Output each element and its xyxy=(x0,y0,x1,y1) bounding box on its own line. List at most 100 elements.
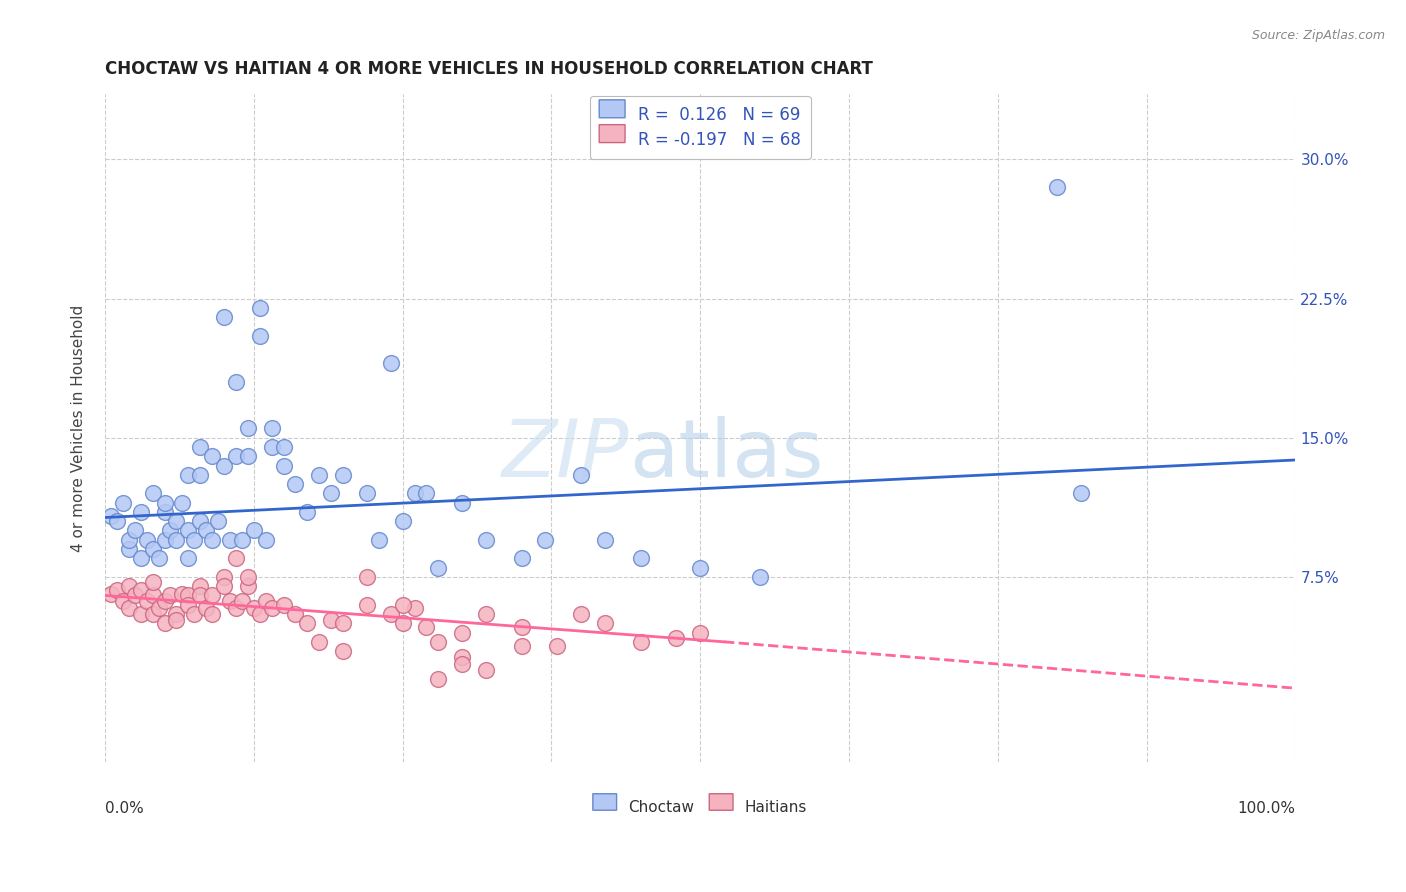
Point xyxy=(177,524,200,538)
Point xyxy=(135,533,157,547)
Point xyxy=(475,607,498,621)
Point xyxy=(249,607,271,621)
Point xyxy=(1070,486,1092,500)
Point xyxy=(321,486,343,500)
Point xyxy=(118,533,141,547)
Point xyxy=(188,440,211,454)
Point xyxy=(212,579,235,593)
Point xyxy=(153,616,176,631)
Point xyxy=(427,635,450,649)
Point xyxy=(475,663,498,677)
Point xyxy=(260,421,283,435)
Text: atlas: atlas xyxy=(628,417,823,494)
Point xyxy=(153,496,176,510)
Point xyxy=(404,601,426,615)
Point xyxy=(188,467,211,482)
Point xyxy=(207,514,229,528)
Point xyxy=(391,616,413,631)
Point xyxy=(118,542,141,557)
Point xyxy=(129,607,152,621)
Point xyxy=(308,467,330,482)
Text: 0.0%: 0.0% xyxy=(105,801,143,816)
Point xyxy=(332,616,354,631)
Point xyxy=(142,575,165,590)
Point xyxy=(129,551,152,566)
Point xyxy=(534,533,557,547)
Point xyxy=(188,579,211,593)
Point xyxy=(630,635,652,649)
Point xyxy=(510,639,533,653)
Point xyxy=(165,514,187,528)
Point xyxy=(142,607,165,621)
Point xyxy=(195,601,218,615)
Point xyxy=(356,570,378,584)
Point xyxy=(201,607,224,621)
Point xyxy=(451,649,474,664)
Point xyxy=(236,450,259,464)
Point xyxy=(153,533,176,547)
Point xyxy=(100,586,122,600)
Point xyxy=(404,486,426,500)
Point xyxy=(380,356,402,370)
Point xyxy=(273,598,295,612)
Point xyxy=(475,533,498,547)
Point xyxy=(321,613,343,627)
Point xyxy=(569,467,592,482)
Point xyxy=(212,458,235,473)
Point xyxy=(380,607,402,621)
Point xyxy=(391,598,413,612)
Point xyxy=(451,625,474,640)
Legend: Choctaw, Haitians: Choctaw, Haitians xyxy=(588,793,813,822)
Point xyxy=(172,586,194,600)
Point xyxy=(415,486,437,500)
Point xyxy=(254,594,277,608)
Point xyxy=(201,533,224,547)
Point xyxy=(332,467,354,482)
Point xyxy=(219,594,242,608)
Point xyxy=(129,582,152,597)
Point xyxy=(148,551,170,566)
Point xyxy=(593,533,616,547)
Point xyxy=(201,589,224,603)
Point xyxy=(105,582,128,597)
Point xyxy=(451,496,474,510)
Point xyxy=(111,496,134,510)
Point xyxy=(159,524,181,538)
Point xyxy=(510,551,533,566)
Point xyxy=(356,486,378,500)
Point xyxy=(153,594,176,608)
Point xyxy=(284,607,307,621)
Point xyxy=(165,613,187,627)
Point xyxy=(356,598,378,612)
Point xyxy=(225,450,247,464)
Point xyxy=(165,607,187,621)
Point xyxy=(249,301,271,315)
Point xyxy=(260,601,283,615)
Point xyxy=(195,524,218,538)
Point xyxy=(142,486,165,500)
Point xyxy=(236,579,259,593)
Point xyxy=(689,625,711,640)
Point xyxy=(159,589,181,603)
Point xyxy=(177,551,200,566)
Point xyxy=(630,551,652,566)
Point xyxy=(188,589,211,603)
Text: CHOCTAW VS HAITIAN 4 OR MORE VEHICLES IN HOUSEHOLD CORRELATION CHART: CHOCTAW VS HAITIAN 4 OR MORE VEHICLES IN… xyxy=(105,60,873,78)
Point xyxy=(118,601,141,615)
Point xyxy=(111,594,134,608)
Point xyxy=(177,598,200,612)
Point xyxy=(748,570,770,584)
Point xyxy=(124,524,146,538)
Point xyxy=(308,635,330,649)
Point xyxy=(124,589,146,603)
Point xyxy=(243,601,266,615)
Point xyxy=(177,467,200,482)
Point xyxy=(367,533,389,547)
Point xyxy=(273,440,295,454)
Point xyxy=(689,560,711,574)
Point xyxy=(142,589,165,603)
Point xyxy=(219,533,242,547)
Point xyxy=(1046,180,1069,194)
Point xyxy=(243,524,266,538)
Point xyxy=(273,458,295,473)
